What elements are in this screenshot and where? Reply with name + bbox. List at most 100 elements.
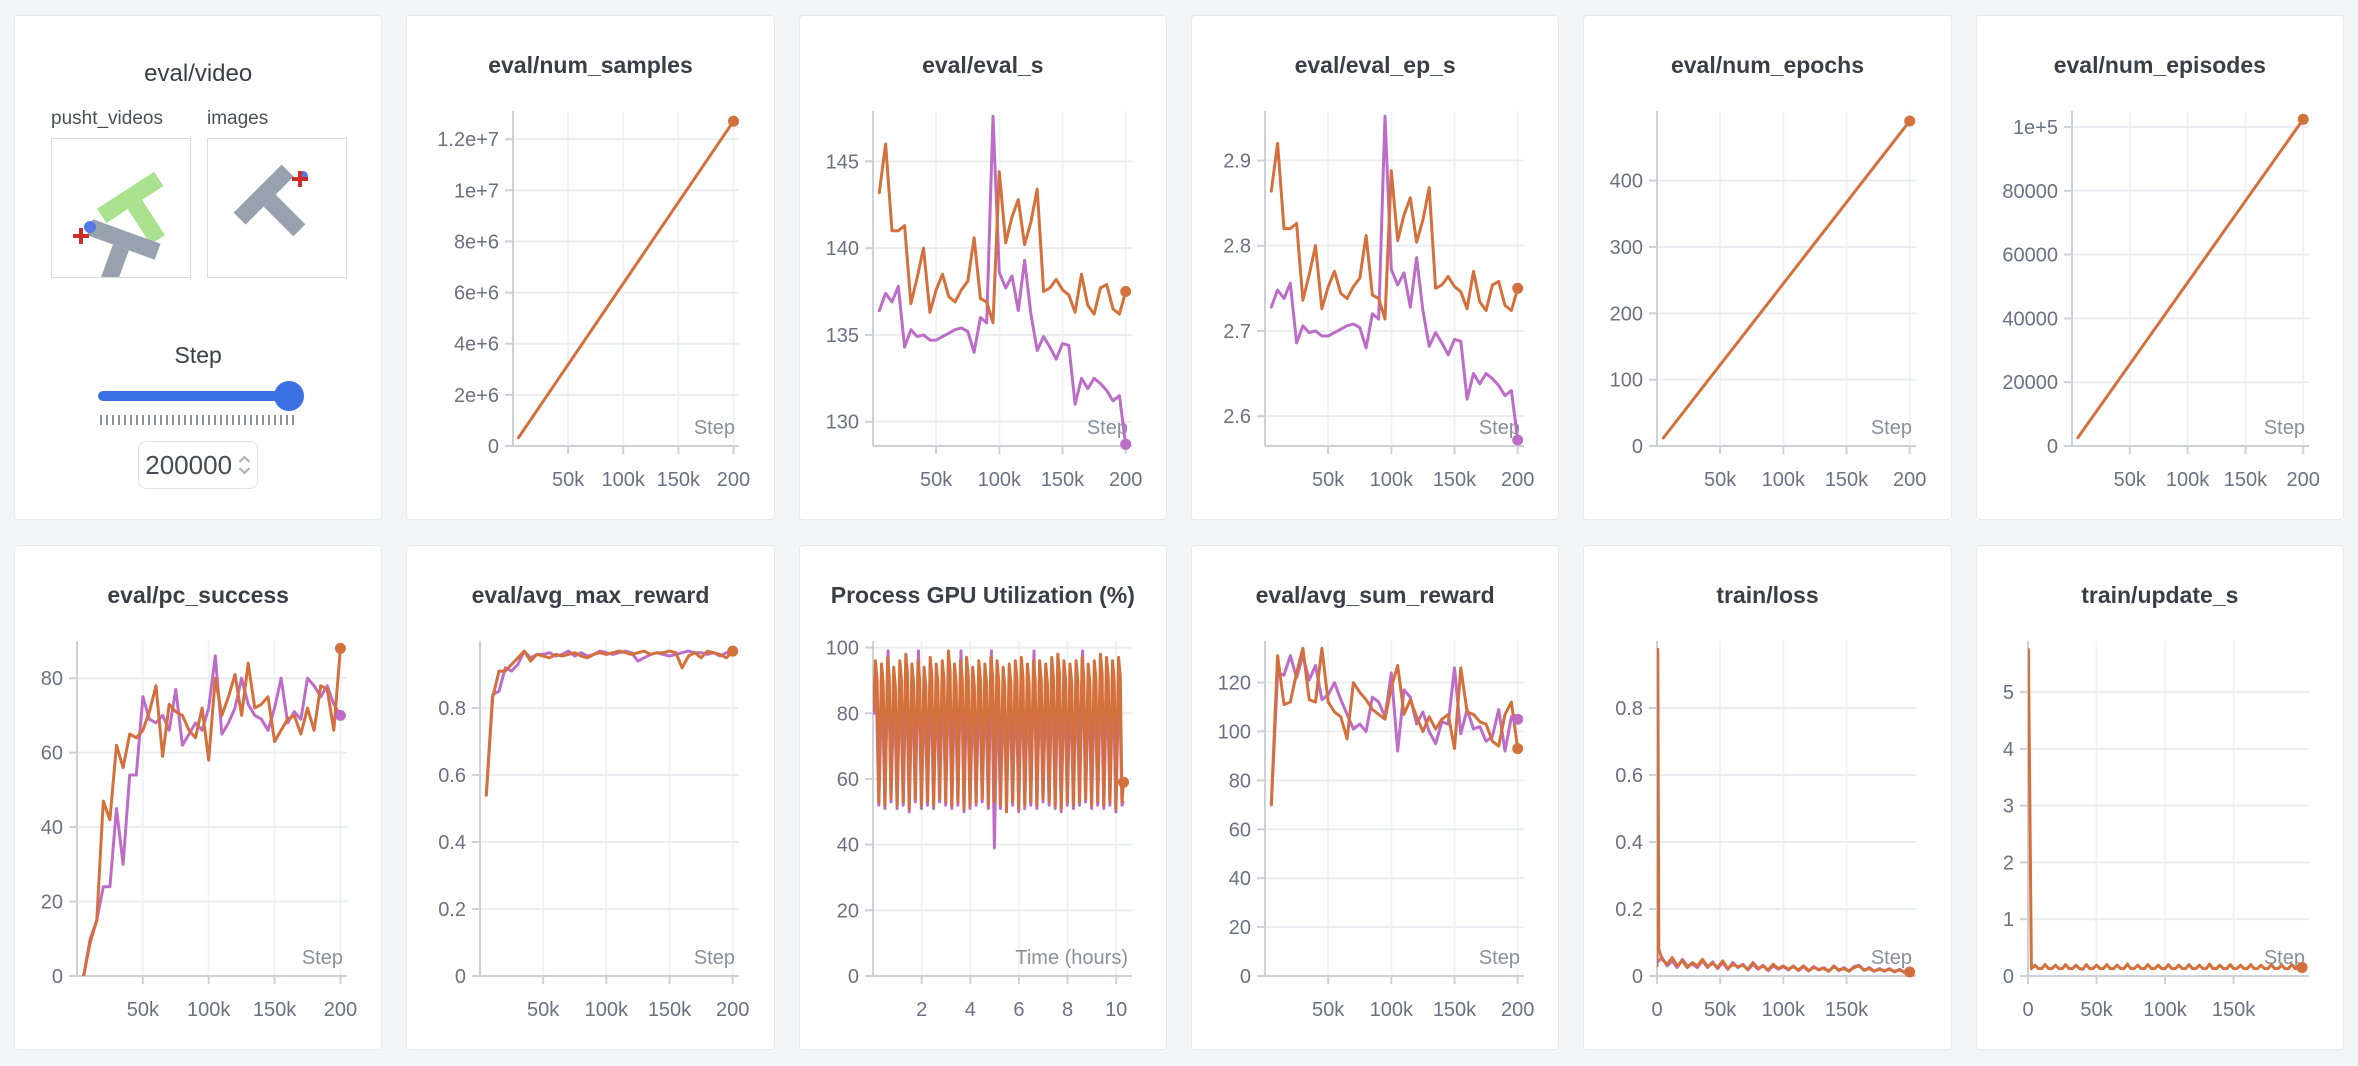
svg-text:200: 200	[717, 469, 750, 491]
agent-dot	[84, 221, 96, 233]
media-key-label: pusht_videos	[51, 108, 163, 129]
svg-text:0: 0	[1652, 999, 1663, 1021]
svg-text:140: 140	[825, 238, 858, 260]
svg-text:Step: Step	[1479, 417, 1520, 439]
svg-text:200: 200	[324, 999, 357, 1021]
svg-text:200: 200	[1501, 999, 1534, 1021]
svg-text:50k: 50k	[920, 469, 953, 491]
svg-text:20000: 20000	[2002, 372, 2058, 394]
panel-train-update-s: train/update_s 0 1 2 3 4 5 0 50k 100k 150k Step	[1975, 545, 2344, 1050]
svg-text:0: 0	[455, 966, 466, 988]
panel-eval-eval-s: eval/eval_s 130 135 140 145 50k 100k 150k 200 St…	[798, 15, 1167, 520]
panel-title: eval/video	[144, 60, 253, 87]
chart-canvas[interactable]: 0 2e+6 4e+6 6e+6 8e+6 1e+7 1.2e+7 50k 100k 150k 20…	[407, 103, 774, 513]
step-slider[interactable]	[98, 381, 305, 411]
svg-text:100: 100	[1610, 370, 1643, 392]
panel-eval-avg-max-reward: eval/avg_max_reward 0 0.2 0.4 0.6 0.8 50k 100k…	[406, 545, 775, 1050]
panel-eval-eval-ep-s: eval/eval_ep_s 2.6 2.7 2.8 2.9 50k 100k 150k 20…	[1191, 15, 1560, 520]
images-thumbnail[interactable]	[207, 138, 347, 278]
media-key-label: images	[207, 108, 269, 129]
svg-text:1e+5: 1e+5	[2013, 117, 2058, 139]
svg-text:100k: 100k	[1370, 469, 1414, 491]
svg-text:60: 60	[41, 743, 63, 765]
svg-text:50k: 50k	[127, 999, 160, 1021]
svg-text:2.7: 2.7	[1223, 321, 1251, 343]
chart-canvas[interactable]: 0 20 40 60 80 100 2 4 6 8 10 Time (hours)	[800, 633, 1167, 1043]
svg-text:0.6: 0.6	[1616, 765, 1644, 787]
svg-text:8e+6: 8e+6	[454, 231, 499, 253]
svg-text:60000: 60000	[2002, 245, 2058, 267]
gray-t-block	[233, 164, 306, 237]
chart-title: eval/num_samples	[488, 52, 693, 78]
svg-text:150k: 150k	[1433, 999, 1477, 1021]
svg-text:40000: 40000	[2002, 308, 2058, 330]
svg-text:200: 200	[2286, 469, 2319, 491]
svg-text:0: 0	[1240, 966, 1251, 988]
svg-text:3: 3	[2003, 796, 2014, 818]
media-thumbnails: pusht_videos	[15, 108, 381, 288]
svg-text:100k: 100k	[977, 469, 1021, 491]
slider-track[interactable]	[98, 391, 299, 401]
svg-text:150k: 150k	[2212, 999, 2256, 1021]
chart-title: eval/avg_max_reward	[471, 582, 710, 608]
chevron-down-icon[interactable]	[238, 466, 251, 475]
stepper-spinner[interactable]	[238, 455, 251, 475]
svg-text:150k: 150k	[648, 999, 692, 1021]
svg-text:120: 120	[1218, 673, 1251, 695]
svg-text:400: 400	[1610, 171, 1643, 193]
svg-text:100k: 100k	[1762, 469, 1806, 491]
chart-canvas[interactable]: 0 20 40 60 80 100 120 50k 100k 150k 200 Step	[1192, 633, 1559, 1043]
svg-text:2.9: 2.9	[1223, 150, 1251, 172]
svg-text:40: 40	[836, 835, 858, 857]
svg-text:0.8: 0.8	[1616, 698, 1644, 720]
svg-text:0.2: 0.2	[439, 899, 467, 921]
chevron-up-icon[interactable]	[238, 455, 251, 464]
panel-eval-video: eval/video pusht_videos	[14, 15, 383, 520]
svg-text:150k: 150k	[1825, 999, 1869, 1021]
svg-text:4e+6: 4e+6	[454, 334, 499, 356]
svg-text:100: 100	[1218, 721, 1251, 743]
svg-text:1: 1	[2003, 909, 2014, 931]
svg-text:130: 130	[825, 412, 858, 434]
chart-canvas[interactable]: 0 20 40 60 80 50k 100k 150k 200 Step	[15, 633, 382, 1043]
svg-text:0: 0	[2047, 436, 2058, 458]
chart-canvas[interactable]: 0 1 2 3 4 5 0 50k 100k 150k Step	[1977, 633, 2344, 1043]
svg-text:50k: 50k	[2080, 999, 2113, 1021]
svg-text:60: 60	[1229, 819, 1251, 841]
svg-text:1e+7: 1e+7	[454, 180, 499, 202]
svg-text:150k: 150k	[657, 469, 701, 491]
svg-text:1.2e+7: 1.2e+7	[438, 129, 500, 151]
panel-eval-num-episodes: eval/num_episodes 0 20000 40000 60000 80000 1…	[1975, 15, 2344, 520]
svg-text:0: 0	[1632, 966, 1643, 988]
svg-text:300: 300	[1610, 237, 1643, 259]
chart-canvas[interactable]: 130 135 140 145 50k 100k 150k 200 Step	[800, 103, 1167, 513]
svg-text:6e+6: 6e+6	[454, 283, 499, 305]
svg-text:150k: 150k	[1433, 469, 1477, 491]
step-slider-label: Step	[174, 342, 222, 368]
svg-text:0: 0	[2022, 999, 2033, 1021]
pusht-video-render	[73, 171, 165, 288]
chart-canvas[interactable]: 0 20000 40000 60000 80000 1e+5 50k 100k 150k 200 S…	[1977, 103, 2344, 513]
svg-text:200: 200	[1501, 469, 1534, 491]
svg-text:100k: 100k	[1370, 999, 1414, 1021]
svg-text:4: 4	[2003, 739, 2014, 761]
svg-text:50k: 50k	[1704, 999, 1737, 1021]
slider-thumb[interactable]	[274, 381, 305, 411]
step-number-input[interactable]: 200000	[138, 441, 259, 489]
svg-text:0: 0	[848, 966, 859, 988]
svg-text:50k: 50k	[1312, 469, 1345, 491]
target-cross	[292, 171, 308, 187]
chart-canvas[interactable]: 2.6 2.7 2.8 2.9 50k 100k 150k 200 Step	[1192, 103, 1559, 513]
chart-canvas[interactable]: 0 0.2 0.4 0.6 0.8 0 50k 100k 150k Step	[1584, 633, 1951, 1043]
svg-text:0.6: 0.6	[439, 765, 467, 787]
svg-text:0.2: 0.2	[1616, 899, 1644, 921]
chart-canvas[interactable]: 0 0.2 0.4 0.6 0.8 50k 100k 150k 200 Step	[407, 633, 774, 1043]
pusht-video-thumbnail[interactable]	[51, 138, 191, 288]
svg-text:Step: Step	[302, 947, 343, 969]
svg-text:20: 20	[1229, 917, 1251, 939]
chart-title: eval/num_epochs	[1670, 52, 1864, 78]
chart-canvas[interactable]: 0 100 200 300 400 50k 100k 150k 200 Step	[1584, 103, 1951, 513]
svg-text:50k: 50k	[552, 469, 585, 491]
panel-eval-num-samples: eval/num_samples 0 2e+6 4e+6 6e+6 8e+6 1e+7 1.…	[406, 15, 775, 520]
svg-text:100: 100	[825, 638, 858, 660]
